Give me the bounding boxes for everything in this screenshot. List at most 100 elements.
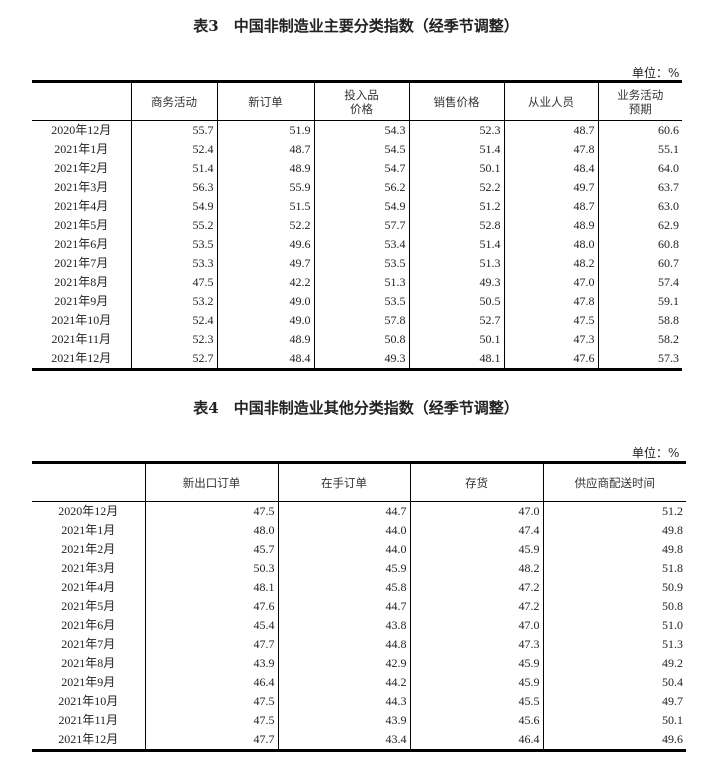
value-cell: 52.8 xyxy=(408,216,504,235)
table3: 商务活动 新订单 投入品 价格 销售价格 从业人员 业务活动 预期 2020年12月 55.7… xyxy=(32,80,682,371)
value-cell: 43.4 xyxy=(277,730,410,751)
value-cell: 51.3 xyxy=(313,273,409,292)
value-cell: 52.2 xyxy=(408,178,504,197)
value-cell: 57.8 xyxy=(313,311,409,330)
value-cell: 51.4 xyxy=(408,140,504,159)
value-cell: 57.3 xyxy=(597,349,682,370)
table-row: 2021年5月 55.2 52.2 57.7 52.8 48.9 62.9 xyxy=(32,216,682,235)
value-cell: 47.8 xyxy=(503,140,598,159)
value-cell: 49.8 xyxy=(542,521,686,540)
month-cell: 2021年7月 xyxy=(54,256,109,270)
value-cell: 50.1 xyxy=(408,330,504,349)
value-cell: 48.2 xyxy=(503,254,598,273)
value-cell: 51.5 xyxy=(216,197,314,216)
month-cell: 2021年8月 xyxy=(61,656,116,670)
table-row: 2021年11月 52.3 48.9 50.8 50.1 47.3 58.2 xyxy=(32,330,682,349)
value-cell: 63.0 xyxy=(597,197,682,216)
value-cell: 53.2 xyxy=(130,292,217,311)
table4-title: 表4 中国非制造业其他分类指数（经季节调整） xyxy=(193,399,519,417)
value-cell: 44.8 xyxy=(277,635,410,654)
table4-unit: 单位：% xyxy=(632,446,680,460)
column-header: 新出口订单 xyxy=(144,462,278,502)
table-row: 2021年7月 53.3 49.7 53.5 51.3 48.2 60.7 xyxy=(32,254,682,273)
table-row: 2021年1月 48.0 44.0 47.4 49.8 xyxy=(32,521,686,540)
table-row: 2021年2月 45.7 44.0 45.9 49.8 xyxy=(32,540,686,559)
column-header: 新订单 xyxy=(216,81,314,121)
month-cell: 2020年12月 xyxy=(51,123,112,137)
table-row: 2021年2月 51.4 48.9 54.7 50.1 48.4 64.0 xyxy=(32,159,682,178)
value-cell: 56.2 xyxy=(313,178,409,197)
column-header xyxy=(32,81,131,121)
value-cell: 54.5 xyxy=(313,140,409,159)
month-cell: 2021年3月 xyxy=(54,180,109,194)
value-cell: 56.3 xyxy=(130,178,217,197)
value-cell: 47.7 xyxy=(144,635,278,654)
value-cell: 47.3 xyxy=(409,635,543,654)
month-cell: 2020年12月 xyxy=(58,504,119,518)
value-cell: 52.7 xyxy=(130,349,217,370)
value-cell: 50.4 xyxy=(542,673,686,692)
value-cell: 42.2 xyxy=(216,273,314,292)
value-cell: 44.7 xyxy=(277,501,410,521)
table-row: 2021年10月 52.4 49.0 57.8 52.7 47.5 58.8 xyxy=(32,311,682,330)
table-row: 2021年4月 54.9 51.5 54.9 51.2 48.7 63.0 xyxy=(32,197,682,216)
value-cell: 51.4 xyxy=(130,159,217,178)
table-row: 2021年5月 47.6 44.7 47.2 50.8 xyxy=(32,597,686,616)
value-cell: 49.7 xyxy=(216,254,314,273)
value-cell: 53.4 xyxy=(313,235,409,254)
value-cell: 48.4 xyxy=(216,349,314,370)
value-cell: 45.9 xyxy=(409,673,543,692)
value-cell: 47.2 xyxy=(409,578,543,597)
month-cell: 2021年2月 xyxy=(61,542,116,556)
value-cell: 63.7 xyxy=(597,178,682,197)
column-header xyxy=(32,462,145,502)
table-row: 2021年8月 47.5 42.2 51.3 49.3 47.0 57.4 xyxy=(32,273,682,292)
value-cell: 47.4 xyxy=(409,521,543,540)
value-cell: 48.1 xyxy=(408,349,504,370)
column-header: 在手订单 xyxy=(277,462,410,502)
column-header: 从业人员 xyxy=(503,81,598,121)
value-cell: 55.1 xyxy=(597,140,682,159)
value-cell: 45.8 xyxy=(277,578,410,597)
value-cell: 54.9 xyxy=(313,197,409,216)
value-cell: 45.5 xyxy=(409,692,543,711)
month-cell: 2021年3月 xyxy=(61,561,116,575)
value-cell: 53.3 xyxy=(130,254,217,273)
value-cell: 47.8 xyxy=(503,292,598,311)
table-row: 2021年8月 43.9 42.9 45.9 49.2 xyxy=(32,654,686,673)
month-cell: 2021年4月 xyxy=(54,199,109,213)
value-cell: 47.5 xyxy=(503,311,598,330)
value-cell: 52.2 xyxy=(216,216,314,235)
value-cell: 44.0 xyxy=(277,521,410,540)
value-cell: 57.4 xyxy=(597,273,682,292)
table-row: 2021年3月 50.3 45.9 48.2 51.8 xyxy=(32,559,686,578)
column-header: 存货 xyxy=(409,462,543,502)
value-cell: 49.3 xyxy=(313,349,409,370)
value-cell: 48.0 xyxy=(503,235,598,254)
value-cell: 45.6 xyxy=(409,711,543,730)
value-cell: 44.0 xyxy=(277,540,410,559)
value-cell: 50.1 xyxy=(542,711,686,730)
value-cell: 52.4 xyxy=(130,311,217,330)
month-cell: 2021年9月 xyxy=(61,675,116,689)
month-cell: 2021年12月 xyxy=(51,351,112,365)
value-cell: 55.9 xyxy=(216,178,314,197)
value-cell: 49.0 xyxy=(216,292,314,311)
value-cell: 51.3 xyxy=(408,254,504,273)
table3-title: 表3 中国非制造业主要分类指数（经季节调整） xyxy=(193,17,519,35)
value-cell: 47.2 xyxy=(409,597,543,616)
table-row: 2020年12月 47.5 44.7 47.0 51.2 xyxy=(32,501,686,521)
value-cell: 43.8 xyxy=(277,616,410,635)
value-cell: 49.7 xyxy=(503,178,598,197)
value-cell: 45.9 xyxy=(277,559,410,578)
value-cell: 54.3 xyxy=(313,120,409,140)
value-cell: 45.7 xyxy=(144,540,278,559)
column-header: 业务活动 预期 xyxy=(597,81,682,121)
value-cell: 48.7 xyxy=(503,120,598,140)
value-cell: 50.8 xyxy=(313,330,409,349)
table4: 新出口订单 在手订单 存货 供应商配送时间 2020年12月 47.5 44.7 47.0 51… xyxy=(32,461,686,752)
value-cell: 60.7 xyxy=(597,254,682,273)
value-cell: 47.6 xyxy=(144,597,278,616)
value-cell: 47.0 xyxy=(409,501,543,521)
value-cell: 44.2 xyxy=(277,673,410,692)
